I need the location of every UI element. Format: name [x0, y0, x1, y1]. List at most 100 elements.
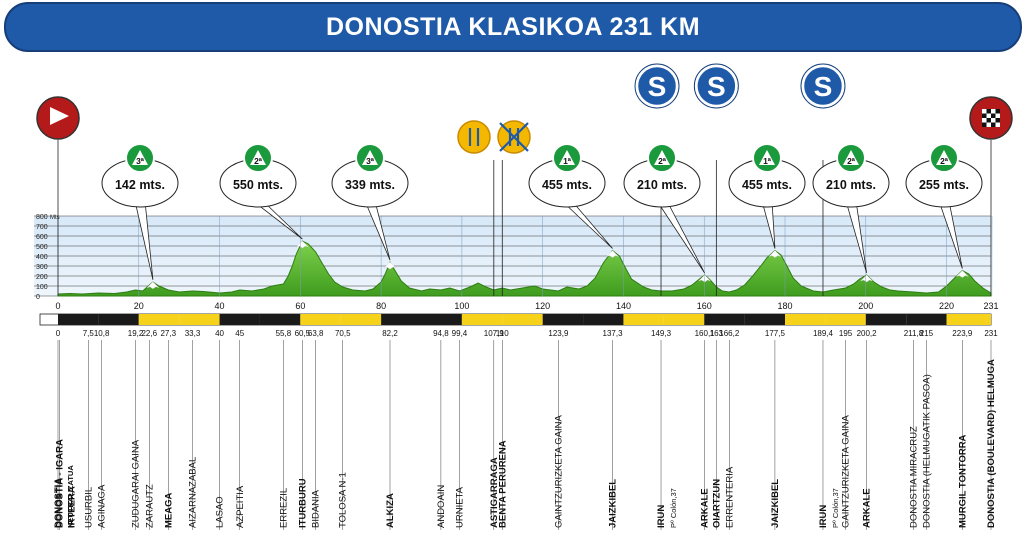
distance-bar-segment	[138, 314, 180, 325]
waypoint-km-label: 63,8	[308, 329, 324, 338]
waypoint-km-label: 189,4	[813, 329, 834, 338]
waypoint-km-label: 0	[56, 329, 61, 338]
waypoint-km-label: 27,3	[160, 329, 176, 338]
waypoint-name: LASAO	[215, 496, 226, 528]
waypoint-name: IRUN	[656, 505, 667, 528]
checker-square	[991, 118, 996, 123]
checker-square	[991, 122, 996, 127]
waypoint-name: IRUN	[818, 505, 829, 528]
start-flag-shape	[50, 107, 69, 125]
peak-altitude-label: 210 mts.	[826, 178, 876, 192]
y-tick-label: 300	[36, 264, 48, 271]
distance-bar-segment	[98, 314, 139, 325]
waypoint-km-label: 19,2	[128, 329, 144, 338]
page-title: DONOSTIA KLASIKOA 231 KM	[325, 12, 701, 41]
y-unit-label: Mts	[50, 215, 60, 221]
waypoint-km-label: 40	[215, 329, 224, 338]
y-tick-label: 100	[36, 284, 48, 291]
waypoint-name: IRTEERA	[67, 486, 78, 528]
y-tick-label: 700	[36, 224, 48, 231]
sprint-label: S	[814, 71, 833, 102]
distance-bar-segment	[946, 314, 987, 325]
peak-altitude-label: 455 mts.	[742, 178, 792, 192]
waypoint-km-label: 149,3	[651, 329, 672, 338]
waypoint-km-label: 60,5	[295, 329, 311, 338]
peak-snowcap	[383, 261, 397, 270]
mountain-shape	[759, 150, 775, 165]
checker-square	[982, 109, 987, 114]
y-tick-label: 800	[36, 214, 48, 221]
fork-knife-icon	[457, 120, 491, 154]
waypoint-name: GAINTZURIZKETA GAINA	[553, 415, 564, 528]
waypoint-km-label: 107,9	[484, 329, 505, 338]
distance-bar-segment	[623, 314, 664, 325]
sprint-s-icon	[801, 64, 845, 108]
peak-category-label: 2ª	[847, 156, 856, 166]
peak-altitude-label: 550 mts.	[233, 178, 283, 192]
peak-snowcap	[768, 250, 782, 258]
x-tick-label: 180	[777, 301, 792, 311]
mountain-shape	[936, 150, 952, 165]
mountain-shape	[654, 150, 670, 165]
waypoint-km-label: 10,8	[94, 329, 110, 338]
y-tick-label: 500	[36, 244, 48, 251]
checker-square	[982, 118, 987, 123]
waypoint-name: BIDANIA	[311, 489, 322, 528]
waypoint-km-label: 166,2	[719, 329, 740, 338]
distance-bar-segment	[906, 314, 947, 325]
peak-snowcap	[296, 240, 309, 249]
checker-square	[995, 109, 1000, 114]
distance-bar-segment	[583, 314, 624, 325]
x-tick-label: 0	[55, 301, 60, 311]
waypoint-km-label: 82,2	[382, 329, 398, 338]
waypoint-name: ARKALE	[862, 488, 873, 528]
sprint-s-icon	[695, 64, 738, 108]
waypoint-km-label: 137,3	[603, 329, 624, 338]
title-bar: DONOSTIA KLASIKOA 231 KM	[4, 2, 1022, 52]
waypoint-km-label: 215	[920, 329, 934, 338]
waypoint-name: Pº Colón,37	[669, 488, 678, 528]
distance-bar-segment	[461, 314, 503, 325]
waypoint-name: DONOSTIA MIRACRUZ	[908, 426, 919, 528]
peak-snowcap	[956, 270, 969, 278]
waypoint-name: DONOSTIA (HELMUGATIK PASOA)	[921, 374, 932, 528]
peak-category-label: 2ª	[658, 156, 667, 166]
waypoint-name: DONOSTIA - IGARA	[55, 439, 66, 528]
x-tick-label: 160	[697, 301, 712, 311]
distance-bar-segment	[300, 314, 341, 325]
y-tick-label: 600	[36, 234, 48, 241]
waypoint-name: NEUTRALIZATUA	[66, 465, 75, 528]
distance-bar-segment	[340, 314, 382, 325]
x-tick-label: 220	[939, 301, 954, 311]
peak-altitude-label: 255 mts.	[919, 178, 969, 192]
waypoint-name: AGINAGA	[97, 484, 108, 528]
sprint-s-icon	[635, 64, 679, 108]
peak-altitude-label: 339 mts.	[345, 178, 395, 192]
waypoint-name: DONOSTIA (BOULEVARD) HELMUGA	[986, 359, 997, 528]
checker-square	[986, 113, 991, 118]
peak-altitude-label: 142 mts.	[115, 178, 165, 192]
waypoint-name: ANDOAIN	[436, 485, 447, 528]
waypoint-name: AZPEITIA	[235, 485, 246, 528]
distance-bar-segment	[58, 314, 99, 325]
checker-square	[995, 122, 1000, 127]
x-tick-label: 80	[376, 301, 386, 311]
cross-line	[499, 122, 529, 152]
mountain-shape	[362, 150, 378, 165]
peak-snowcap	[146, 281, 160, 290]
peak-snowcap	[860, 274, 873, 283]
waypoint-km-label: 45	[235, 329, 244, 338]
waypoint-name: ZUDUGARAI GAINA	[131, 439, 142, 528]
sprint-label: S	[707, 71, 726, 102]
y-tick-label: 0	[36, 294, 40, 301]
waypoint-name: JAIZKIBEL	[608, 479, 619, 528]
distance-bar-segment	[825, 314, 866, 325]
waypoint-km-label: 160,1	[695, 329, 716, 338]
waypoint-km-label: 22,6	[141, 329, 157, 338]
waypoint-name: USURBIL	[83, 487, 94, 528]
distance-bar-segment	[542, 314, 584, 325]
waypoint-name: MEAGA	[163, 493, 174, 529]
distance-bar-segment	[421, 314, 462, 325]
peak-category-label: 3ª	[136, 156, 145, 166]
